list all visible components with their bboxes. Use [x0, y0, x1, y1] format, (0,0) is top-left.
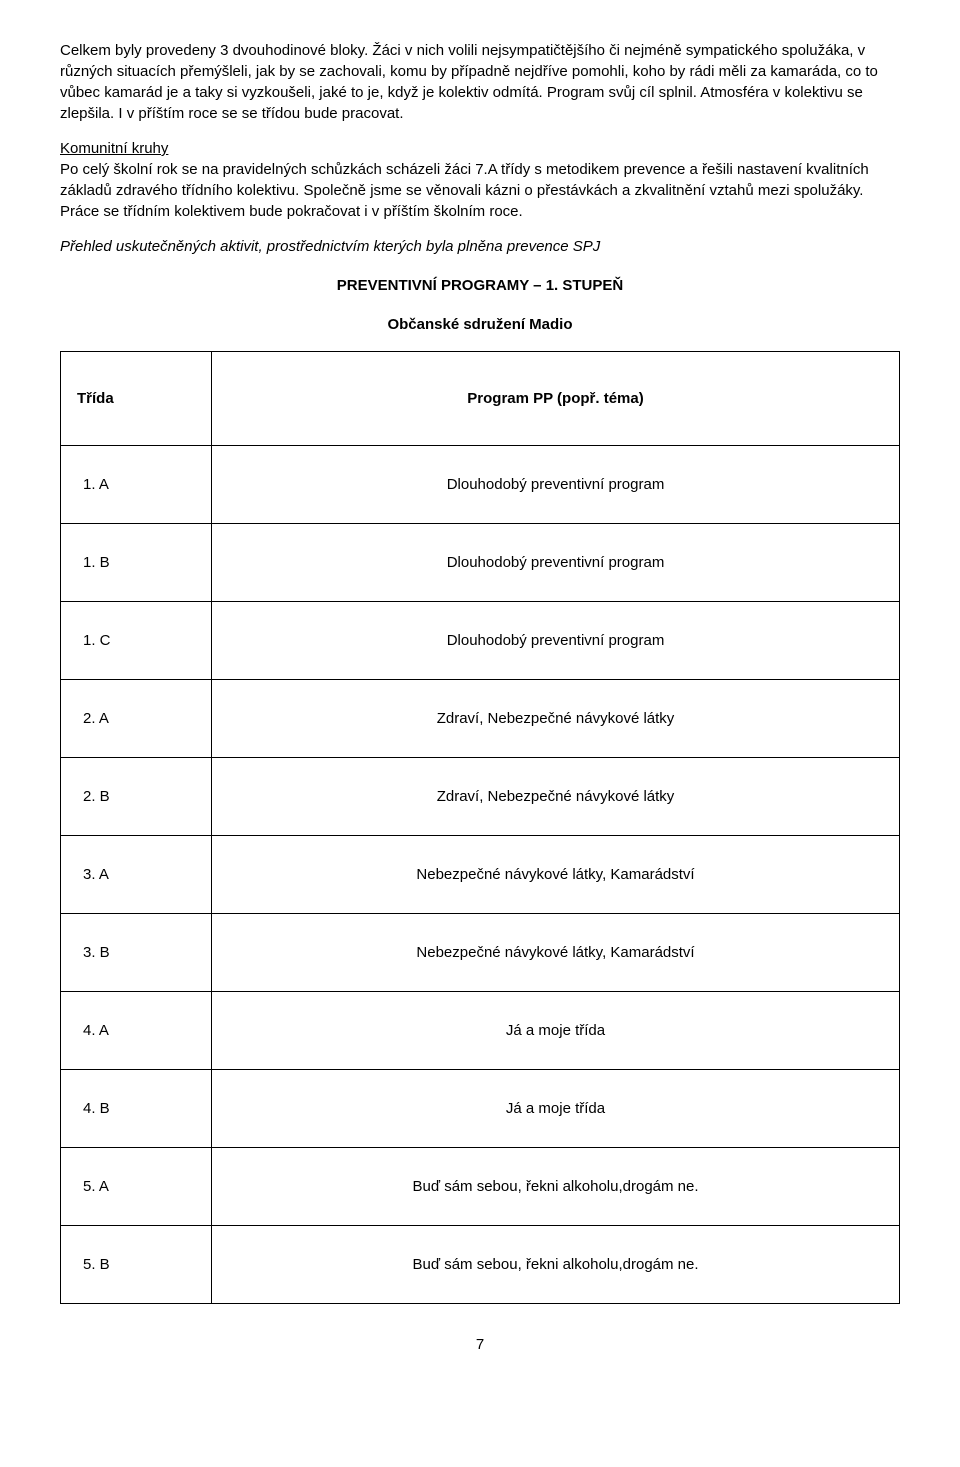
heading-programs: PREVENTIVNÍ PROGRAMY – 1. STUPEŇ [60, 275, 900, 296]
heading-org: Občanské sdružení Madio [60, 314, 900, 335]
table-cell-program: Já a moje třída [212, 1070, 900, 1148]
table-cell-program: Buď sám sebou, řekni alkoholu,drogám ne. [212, 1226, 900, 1304]
table-cell-program: Nebezpečné návykové látky, Kamarádství [212, 914, 900, 992]
table-cell-class: 4. A [61, 992, 212, 1070]
table-header-program: Program PP (popř. téma) [212, 352, 900, 446]
table-cell-program: Dlouhodobý preventivní program [212, 524, 900, 602]
paragraph-2-body: Po celý školní rok se na pravidelných sc… [60, 161, 869, 220]
table-cell-class: 5. A [61, 1148, 212, 1226]
table-row: 3. A Nebezpečné návykové látky, Kamaráds… [61, 836, 900, 914]
table-row: 2. A Zdraví, Nebezpečné návykové látky [61, 680, 900, 758]
table-row: 5. B Buď sám sebou, řekni alkoholu,drogá… [61, 1226, 900, 1304]
programs-table: Třída Program PP (popř. téma) 1. A Dlouh… [60, 351, 900, 1304]
table-cell-class: 5. B [61, 1226, 212, 1304]
table-row: 4. A Já a moje třída [61, 992, 900, 1070]
page-number: 7 [60, 1334, 900, 1355]
table-cell-program: Dlouhodobý preventivní program [212, 446, 900, 524]
table-cell-program: Dlouhodobý preventivní program [212, 602, 900, 680]
table-row: 3. B Nebezpečné návykové látky, Kamaráds… [61, 914, 900, 992]
table-cell-class: 2. B [61, 758, 212, 836]
table-cell-class: 1. C [61, 602, 212, 680]
table-cell-class: 2. A [61, 680, 212, 758]
table-header-row: Třída Program PP (popř. téma) [61, 352, 900, 446]
table-row: 1. A Dlouhodobý preventivní program [61, 446, 900, 524]
table-row: 2. B Zdraví, Nebezpečné návykové látky [61, 758, 900, 836]
table-cell-class: 1. B [61, 524, 212, 602]
table-header-class: Třída [61, 352, 212, 446]
table-cell-class: 3. B [61, 914, 212, 992]
paragraph-2-block: Komunitní kruhy Po celý školní rok se na… [60, 138, 900, 222]
table-cell-program: Buď sám sebou, řekni alkoholu,drogám ne. [212, 1148, 900, 1226]
paragraph-1: Celkem byly provedeny 3 dvouhodinové blo… [60, 40, 900, 124]
table-cell-program: Zdraví, Nebezpečné návykové látky [212, 680, 900, 758]
table-cell-program: Nebezpečné návykové látky, Kamarádství [212, 836, 900, 914]
table-row: 4. B Já a moje třída [61, 1070, 900, 1148]
table-cell-program: Já a moje třída [212, 992, 900, 1070]
table-cell-program: Zdraví, Nebezpečné návykové látky [212, 758, 900, 836]
table-row: 1. C Dlouhodobý preventivní program [61, 602, 900, 680]
table-cell-class: 3. A [61, 836, 212, 914]
table-row: 1. B Dlouhodobý preventivní program [61, 524, 900, 602]
table-row: 5. A Buď sám sebou, řekni alkoholu,drogá… [61, 1148, 900, 1226]
paragraph-2-heading: Komunitní kruhy [60, 140, 168, 157]
paragraph-3-italic: Přehled uskutečněných aktivit, prostředn… [60, 236, 900, 257]
table-cell-class: 4. B [61, 1070, 212, 1148]
table-cell-class: 1. A [61, 446, 212, 524]
